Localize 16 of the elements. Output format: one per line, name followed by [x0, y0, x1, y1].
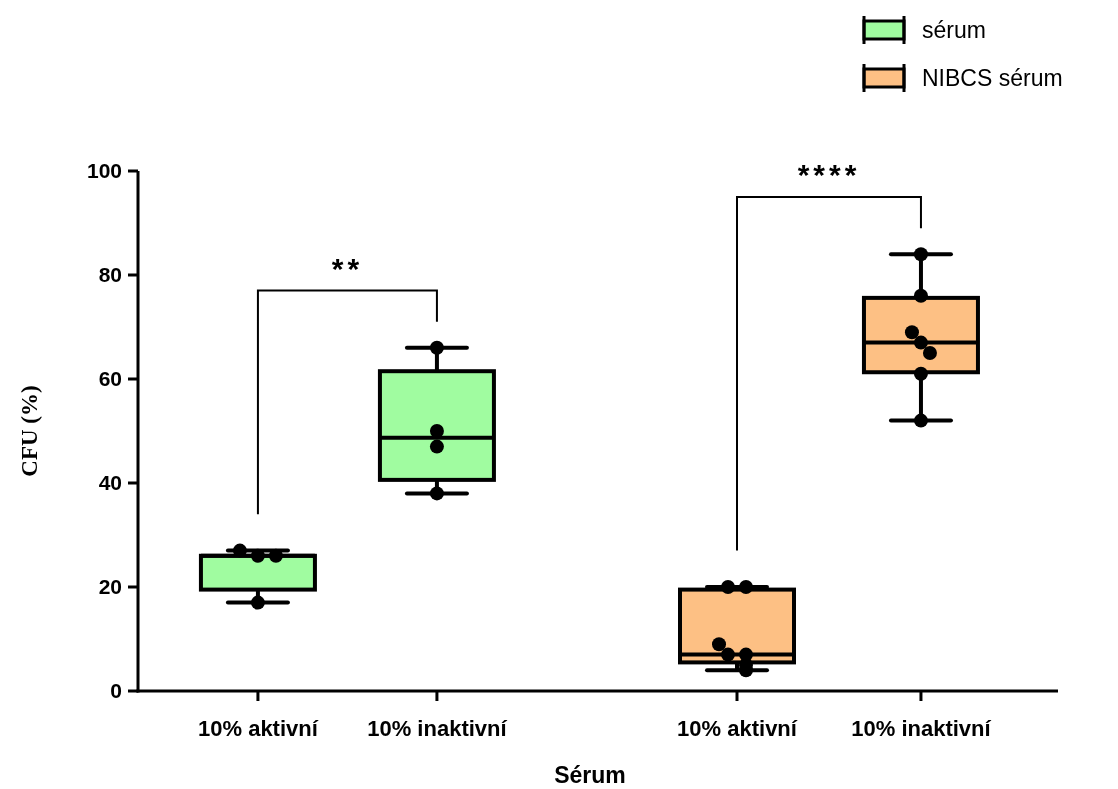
y-tick-label: 20: [98, 575, 122, 598]
x-axis-title: Sérum: [554, 762, 626, 788]
y-tick-label: 100: [86, 159, 122, 182]
y-tick-label: 80: [98, 263, 122, 286]
legend-label: sérum: [922, 17, 986, 43]
x-tick-label: 10% inaktivní: [851, 716, 992, 741]
y-tick-label: 40: [98, 471, 122, 494]
annotation: **: [331, 251, 364, 285]
y-tick-label: 60: [98, 367, 122, 390]
y-tick-label: 0: [110, 679, 122, 702]
y-axis-title: CFU (%): [17, 385, 42, 477]
x-tick-label: 10% aktivní: [198, 716, 319, 741]
x-tick-label: 10% inaktivní: [367, 716, 508, 741]
x-tick-label: 10% aktivní: [677, 716, 798, 741]
annotation: ****: [797, 158, 861, 191]
legend-label: NIBCS sérum: [922, 65, 1063, 91]
